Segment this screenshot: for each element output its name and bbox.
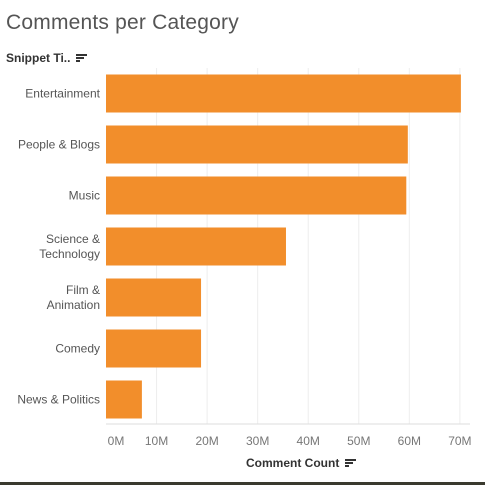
category-label: Music bbox=[69, 189, 100, 203]
category-label: Comedy bbox=[55, 342, 100, 356]
x-tick-label: 50M bbox=[347, 434, 370, 448]
x-tick-label: 20M bbox=[195, 434, 218, 448]
x-tick-label: 70M bbox=[448, 434, 471, 448]
bar[interactable] bbox=[106, 278, 202, 317]
bar[interactable] bbox=[106, 74, 461, 113]
chart-title: Comments per Category bbox=[6, 11, 239, 34]
category-label: Film & Animation bbox=[47, 283, 100, 312]
x-axis-header[interactable]: Comment Count bbox=[246, 456, 357, 470]
sort-icon[interactable] bbox=[76, 53, 88, 63]
x-tick-labels: 0M 10M 20M 30M 40M 50M 60M 70M bbox=[108, 434, 472, 448]
bar[interactable] bbox=[106, 329, 202, 368]
category-label: Entertainment bbox=[25, 87, 100, 101]
x-axis-label: Comment Count bbox=[246, 456, 340, 470]
category-label: News & Politics bbox=[17, 393, 100, 407]
bottom-border bbox=[0, 482, 485, 485]
category-label: Science & Technology bbox=[39, 232, 100, 261]
bar[interactable] bbox=[106, 227, 286, 266]
category-label: People & Blogs bbox=[18, 138, 100, 152]
x-tick-label: 60M bbox=[398, 434, 421, 448]
bar[interactable] bbox=[106, 176, 407, 215]
category-labels: Entertainment People & Blogs Music Science … bbox=[17, 87, 100, 407]
sort-icon[interactable] bbox=[345, 458, 357, 468]
x-tick-label: 10M bbox=[145, 434, 168, 448]
row-axis-label: Snippet Ti.. bbox=[6, 51, 71, 65]
row-axis-header[interactable]: Snippet Ti.. bbox=[6, 51, 88, 65]
bar[interactable] bbox=[106, 380, 142, 419]
x-tick-label: 0M bbox=[108, 434, 125, 448]
bar[interactable] bbox=[106, 125, 408, 164]
bars bbox=[106, 74, 461, 419]
x-tick-label: 40M bbox=[297, 434, 320, 448]
x-tick-label: 30M bbox=[246, 434, 269, 448]
